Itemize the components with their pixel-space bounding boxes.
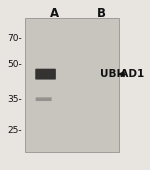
Text: A: A: [50, 7, 59, 20]
FancyBboxPatch shape: [35, 69, 56, 80]
Text: B: B: [97, 7, 106, 20]
FancyBboxPatch shape: [25, 18, 119, 152]
FancyBboxPatch shape: [36, 97, 52, 101]
Text: 50-: 50-: [7, 60, 22, 69]
Text: 25-: 25-: [7, 126, 22, 135]
Text: UBIAD1: UBIAD1: [100, 69, 144, 79]
Text: 35-: 35-: [7, 95, 22, 104]
Text: 70-: 70-: [7, 34, 22, 43]
